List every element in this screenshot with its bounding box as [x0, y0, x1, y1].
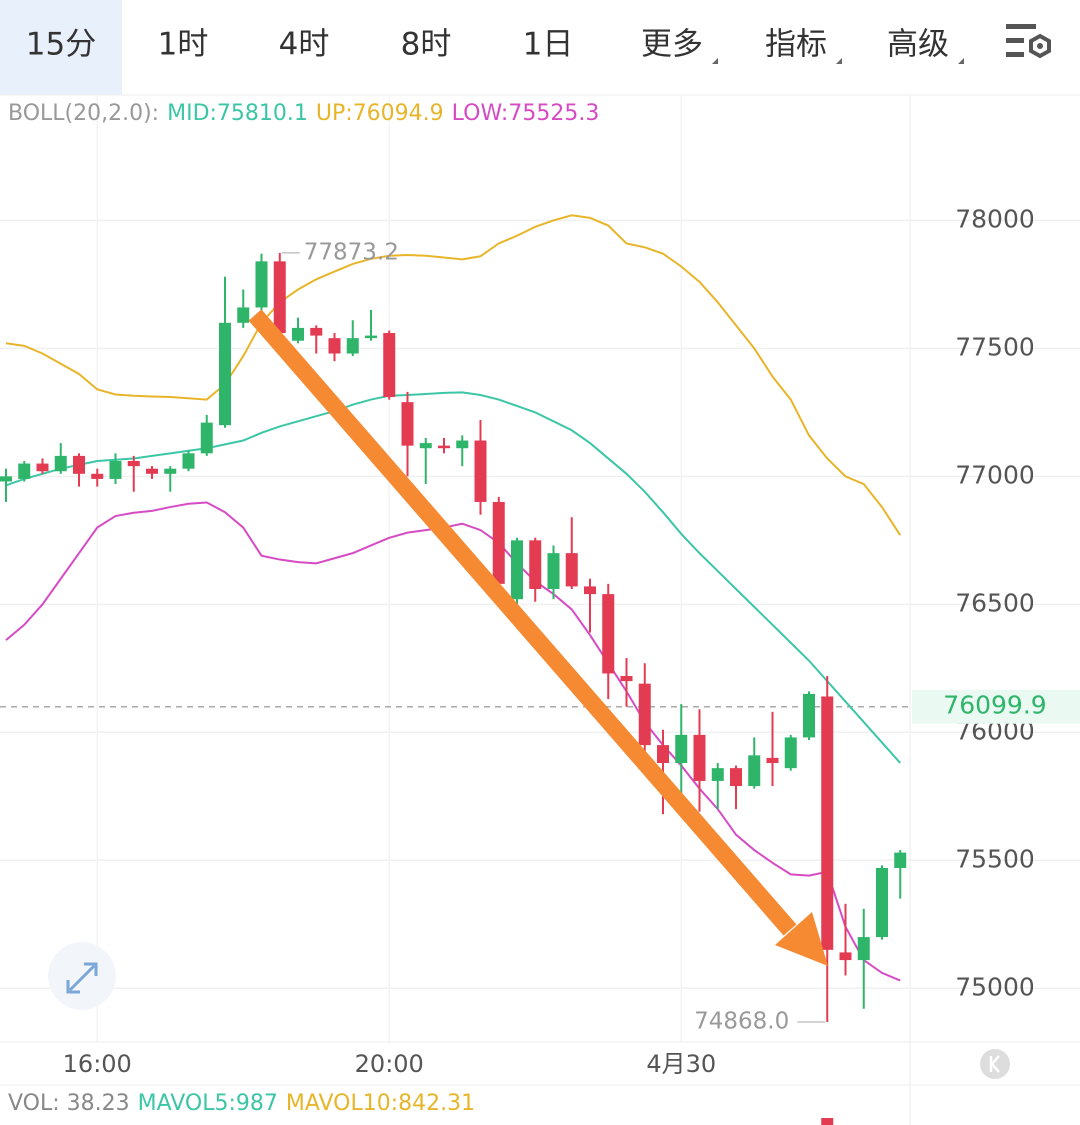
candle-body — [584, 586, 596, 595]
candle-body — [401, 402, 414, 446]
candle-body — [894, 852, 907, 868]
candle-body — [693, 734, 706, 781]
active-tab-bg — [0, 0, 122, 95]
legend-item: LOW:75525.3 — [452, 101, 600, 126]
volume-legend-item: MAVOL5:987 — [138, 1091, 278, 1116]
candle-body — [492, 501, 505, 584]
candle-body — [547, 553, 560, 589]
boll-line — [5, 214, 902, 536]
candle-body — [730, 768, 742, 787]
legend-item: MID:75810.1 — [167, 101, 308, 126]
candle-body — [602, 594, 615, 674]
last-price-box — [912, 689, 1080, 724]
candle-body — [328, 338, 341, 354]
candle-body — [474, 440, 487, 502]
legend-label: BOLL(20,2.0): — [8, 101, 159, 126]
candle-body — [346, 338, 359, 354]
y-tick-label: 75500 — [955, 844, 1035, 873]
candle-body — [18, 463, 31, 479]
tab[interactable]: 高级 — [887, 27, 949, 63]
dropdown-caret — [712, 58, 718, 64]
tab-bar: 15分 1时 4时 8时 1日 更多 指标 高级 — [26, 27, 964, 64]
candle-body — [127, 461, 140, 467]
candle-body — [438, 445, 450, 449]
candle-body — [821, 696, 834, 950]
candle-body — [365, 335, 377, 339]
tab[interactable]: 指标 — [765, 27, 827, 63]
boll-legend: BOLL(20,2.0): MID:75810.1 UP:76094.9 LOW:75… — [8, 101, 599, 126]
x-tick-label: 20:00 — [355, 1050, 424, 1078]
candle-body — [146, 468, 158, 474]
last-price-label: 76099.9 — [943, 691, 1046, 720]
dropdown-caret — [958, 58, 964, 64]
candle-body — [511, 540, 523, 600]
candle-body — [711, 768, 724, 781]
expand-button[interactable] — [48, 942, 116, 1010]
candle-body — [219, 322, 231, 426]
candle-body — [91, 473, 104, 479]
min-label: 74868.0 — [694, 1009, 789, 1035]
y-tick-label: 75000 — [955, 972, 1035, 1001]
k-button[interactable] — [980, 1049, 1010, 1079]
trend-arrow — [248, 309, 828, 966]
settings-icon[interactable] — [1006, 24, 1051, 59]
candle-body — [766, 757, 779, 764]
candle-body — [857, 937, 870, 961]
candle-body — [456, 440, 469, 449]
candle-body — [200, 422, 213, 454]
candle-body — [839, 952, 852, 961]
boll-line — [5, 391, 901, 764]
tab[interactable]: 15分 — [26, 27, 96, 63]
dropdown-caret — [836, 58, 842, 64]
candle-body — [748, 755, 761, 787]
candle-body — [419, 443, 432, 449]
candle-body — [675, 734, 688, 764]
candle-body — [529, 540, 542, 589]
max-label: 77873.2 — [304, 239, 399, 265]
tab[interactable]: 1日 — [523, 27, 574, 63]
tab[interactable]: 4时 — [279, 27, 330, 63]
candle-body — [237, 307, 250, 323]
candle-body — [255, 261, 268, 308]
tab[interactable]: 1时 — [158, 27, 209, 63]
volume-bar — [821, 1118, 834, 1125]
candle-body — [73, 455, 85, 474]
candle-body — [164, 468, 177, 474]
plot: 76099.9 77873.2 74868.0 — [0, 214, 1080, 1035]
volume-legend: VOL: 38.23 MAVOL5:987 MAVOL10:842.31 — [8, 1091, 475, 1116]
candle-body — [182, 453, 195, 469]
candle-body — [310, 327, 323, 336]
y-tick-label: 78000 — [955, 204, 1035, 233]
grid: 7500075500760007650077000775007800016:00… — [0, 95, 1080, 1078]
candle-body — [292, 327, 304, 341]
y-tick-label: 77000 — [955, 460, 1035, 489]
x-tick-label: 4月30 — [646, 1050, 716, 1078]
candle-body — [638, 683, 651, 746]
candle-body — [109, 461, 122, 479]
candle-body — [657, 745, 669, 764]
candle-body — [383, 333, 396, 398]
candle-body — [0, 476, 12, 482]
candle-body — [620, 675, 633, 682]
candle-body — [803, 693, 815, 738]
candle-body — [273, 261, 286, 334]
x-tick-label: 16:00 — [63, 1050, 132, 1078]
tab[interactable]: 更多 — [641, 27, 703, 63]
volume-legend-item: MAVOL10:842.31 — [286, 1091, 475, 1116]
y-tick-label: 76500 — [955, 588, 1035, 617]
candle-body — [36, 463, 49, 472]
boll-line — [5, 501, 901, 982]
volume-legend-item: VOL: 38.23 — [8, 1091, 130, 1116]
candle-body — [565, 553, 578, 587]
y-tick-label: 77500 — [955, 332, 1035, 361]
candle-body — [784, 737, 797, 769]
tab[interactable]: 8时 — [401, 27, 452, 63]
candle-body — [876, 867, 888, 938]
candle-body — [54, 455, 67, 472]
legend-item: UP:76094.9 — [316, 101, 444, 126]
